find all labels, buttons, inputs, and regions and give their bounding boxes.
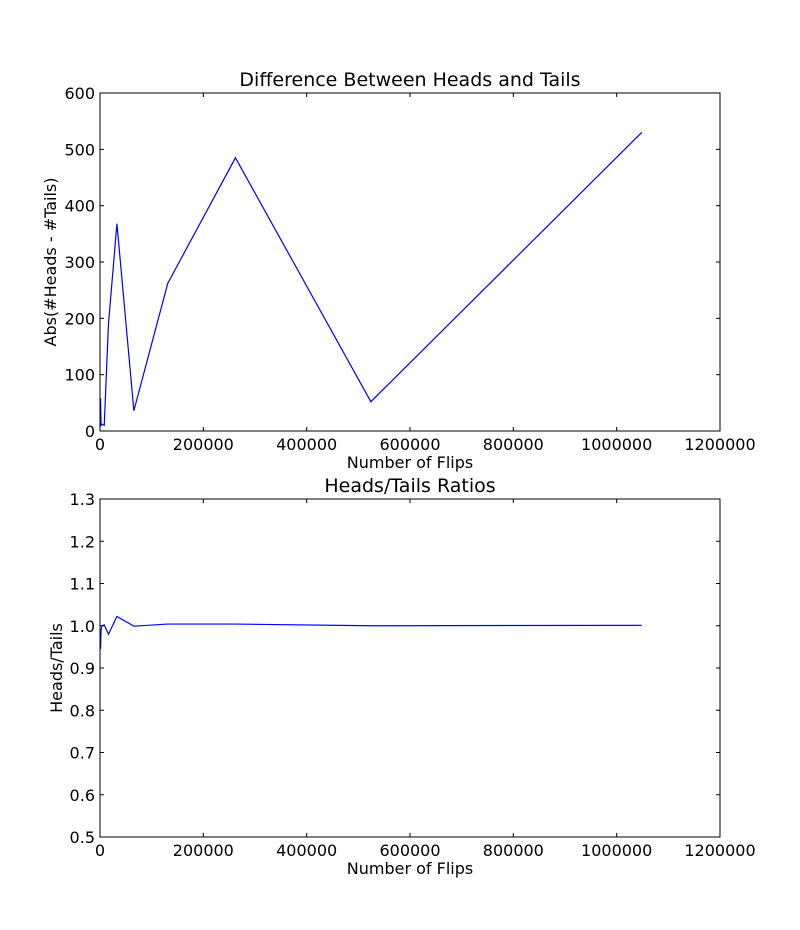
- y-tick-label: 0.7: [70, 744, 95, 763]
- y-tick-label: 600: [64, 84, 95, 103]
- x-tick-label: 1000000: [581, 841, 652, 860]
- series-line: [99, 615, 642, 650]
- x-tick-label: 200000: [173, 435, 234, 454]
- y-tick-label: 0.5: [70, 828, 95, 847]
- y-tick-label: 0.8: [70, 701, 95, 720]
- y-axis-label: Abs(#Heads - #Tails): [41, 177, 60, 346]
- y-tick-label: 1.2: [70, 532, 95, 551]
- x-tick-label: 600000: [379, 841, 440, 860]
- x-tick-label: 800000: [483, 435, 544, 454]
- x-tick-label: 200000: [173, 841, 234, 860]
- y-tick-label: 1.1: [70, 575, 95, 594]
- x-tick-label: 1200000: [684, 841, 755, 860]
- x-tick-label: 0: [95, 841, 105, 860]
- x-tick-label: 1200000: [684, 435, 755, 454]
- chart-title: Heads/Tails Ratios: [324, 475, 495, 497]
- y-tick-label: 1.3: [70, 490, 95, 509]
- x-axis-label: Number of Flips: [347, 453, 473, 472]
- x-tick-label: 400000: [276, 435, 337, 454]
- x-tick-label: 800000: [483, 841, 544, 860]
- x-tick-label: 0: [95, 435, 105, 454]
- y-tick-label: 400: [64, 197, 95, 216]
- x-tick-label: 400000: [276, 841, 337, 860]
- chart-title: Difference Between Heads and Tails: [239, 69, 580, 91]
- x-tick-label: 600000: [379, 435, 440, 454]
- chart-bottom-ratios: 0 200000 400000 600000 800000 1000000 1200000 0…: [47, 475, 756, 878]
- y-tick-label: 300: [64, 253, 95, 272]
- series-line: [99, 132, 643, 427]
- y-tick-label: 1.0: [70, 617, 95, 636]
- x-axis-label: Number of Flips: [347, 859, 473, 878]
- y-tick-label: 0: [85, 422, 95, 441]
- y-tick-label: 100: [64, 366, 95, 385]
- y-tick-label: 0.9: [70, 659, 95, 678]
- y-tick-label: 0.6: [70, 786, 95, 805]
- y-tick-label: 500: [64, 140, 95, 159]
- x-tick-label: 1000000: [581, 435, 652, 454]
- y-axis-label: Heads/Tails: [47, 623, 66, 713]
- chart-top-difference: 0 200000 400000 600000 800000 1000000 1200000 0…: [41, 69, 756, 472]
- y-tick-label: 200: [64, 309, 95, 328]
